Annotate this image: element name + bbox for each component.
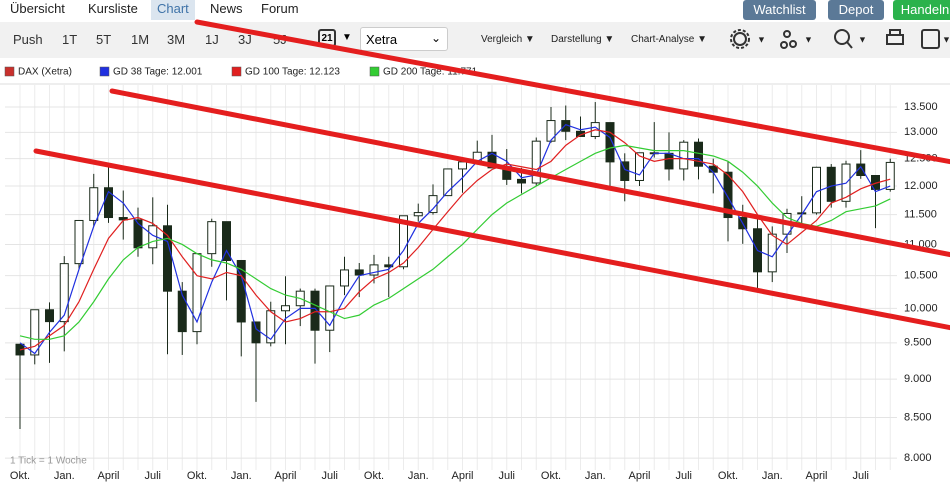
candle-body: [281, 305, 290, 312]
x-tick-label: Jan.: [408, 470, 429, 482]
candle-body: [310, 290, 320, 331]
y-tick-label: 10.000: [904, 302, 938, 314]
candle-body: [74, 219, 84, 265]
x-tick-label: Juli: [498, 470, 515, 482]
candle-body: [45, 309, 54, 323]
x-tick-label: Okt.: [364, 470, 384, 482]
y-tick-label: 9.000: [904, 373, 932, 385]
x-tick-label: Okt.: [10, 470, 30, 482]
legend-label: GD 100 Tage: 12.123: [245, 67, 340, 78]
handeln-button[interactable]: Handeln: [893, 0, 950, 20]
candle-body: [59, 263, 69, 323]
x-tick-label: Jan.: [54, 470, 75, 482]
candle-body: [340, 269, 349, 287]
y-tick-label: 11.000: [904, 238, 937, 250]
range-button[interactable]: 1M: [131, 32, 150, 47]
candle-body: [413, 212, 423, 217]
legend-swatch: [4, 66, 15, 77]
x-tick-label: April: [451, 470, 473, 482]
candle-body: [325, 285, 335, 331]
candle-body: [502, 167, 512, 180]
x-tick-label: Juli: [144, 470, 161, 482]
candle-body: [354, 269, 364, 276]
x-tick-label: Okt.: [718, 470, 738, 482]
y-tick-label: 8.500: [904, 411, 932, 423]
tab[interactable]: Forum: [261, 1, 299, 16]
candle-body: [531, 140, 541, 184]
y-tick-label: 10.500: [904, 270, 938, 282]
x-tick-label: Juli: [675, 470, 692, 482]
watchlist-button[interactable]: Watchlist: [743, 0, 816, 20]
candle-body: [30, 309, 40, 356]
legend-label: DAX (Xetra): [18, 67, 72, 78]
candle-body: [399, 215, 408, 268]
x-tick-label: April: [805, 470, 827, 482]
tab-active[interactable]: Chart: [151, 0, 195, 20]
candle-body: [664, 152, 674, 170]
legend-label: GD 200 Tage: 11.771: [383, 67, 478, 78]
candle-body: [89, 187, 99, 221]
candle-body: [192, 253, 202, 333]
legend-swatch: [369, 66, 380, 77]
x-tick-label: April: [274, 470, 296, 482]
candle-body: [546, 120, 556, 142]
chart-note: 1 Tick = 1 Woche: [10, 456, 87, 467]
x-tick-label: Okt.: [187, 470, 207, 482]
y-tick-label: 8.000: [904, 452, 932, 464]
candle-body: [251, 321, 261, 344]
depot-button[interactable]: Depot: [828, 0, 884, 20]
tab[interactable]: Kursliste: [88, 1, 138, 16]
tab[interactable]: News: [210, 1, 243, 16]
x-tick-label: Jan.: [231, 470, 252, 482]
y-tick-label: 12.000: [904, 180, 938, 192]
legend-swatch: [99, 66, 110, 77]
range-button[interactable]: 1T: [62, 32, 78, 47]
range-button[interactable]: 3M: [167, 32, 186, 47]
candle-body: [679, 141, 689, 170]
candle-body: [177, 290, 187, 333]
x-tick-label: April: [628, 470, 650, 482]
candle-body: [517, 178, 526, 184]
x-tick-label: April: [97, 470, 119, 482]
x-tick-label: Okt.: [541, 470, 561, 482]
tab[interactable]: Übersicht: [10, 1, 65, 16]
x-tick-label: Juli: [321, 470, 338, 482]
x-tick-label: Jan.: [585, 470, 606, 482]
legend-swatch: [231, 66, 242, 77]
candle-body: [885, 161, 895, 190]
legend-label: GD 38 Tage: 12.001: [113, 67, 203, 78]
candle-body: [207, 221, 217, 255]
y-tick-label: 12.500: [904, 153, 938, 165]
range-button[interactable]: 5T: [96, 32, 112, 47]
candle-body: [826, 166, 836, 202]
range-button[interactable]: Push: [13, 32, 43, 47]
y-tick-label: 9.500: [904, 337, 932, 349]
x-tick-label: Juli: [852, 470, 869, 482]
y-tick-label: 11.500: [904, 209, 937, 221]
y-tick-label: 13.000: [904, 126, 938, 138]
x-tick-label: Jan.: [762, 470, 783, 482]
candle-body: [458, 161, 467, 170]
candle-body: [428, 195, 438, 214]
y-tick-label: 13.500: [904, 101, 938, 113]
